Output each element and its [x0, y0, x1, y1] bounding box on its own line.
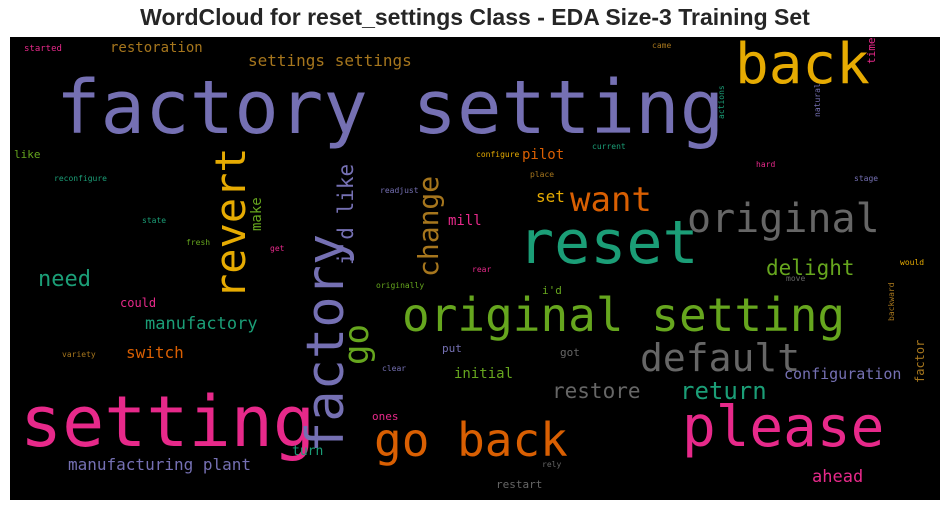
- word-mill: mill: [448, 214, 482, 228]
- word-id: i'd: [542, 285, 562, 296]
- word-configuration: configuration: [784, 367, 901, 382]
- word-actions: actions: [718, 85, 726, 119]
- word-restoration: restoration: [110, 41, 203, 55]
- word-initial: initial: [454, 367, 513, 381]
- chart-title: WordCloud for reset_settings Class - EDA…: [0, 4, 950, 31]
- word-manufacturing-plant: manufacturing plant: [68, 457, 251, 473]
- word-time: time: [866, 38, 877, 65]
- word-factory-setting: factory setting: [56, 71, 724, 145]
- word-id-like: i'd like: [336, 164, 357, 265]
- word-stage: stage: [854, 175, 878, 183]
- word-natural: natural: [814, 83, 822, 117]
- word-return: return: [680, 379, 767, 403]
- word-could: could: [120, 297, 156, 309]
- word-back: back: [735, 37, 870, 93]
- word-turn: turn: [292, 445, 323, 458]
- word-change: change: [415, 176, 443, 277]
- word-ahead: ahead: [812, 469, 863, 486]
- wordcloud-canvas: factory setting setting reset original s…: [10, 37, 940, 500]
- word-configure: configure: [476, 151, 519, 159]
- word-fresh: fresh: [186, 239, 210, 247]
- word-go: go: [340, 324, 374, 365]
- word-manufactory: manufactory: [145, 316, 258, 333]
- word-current: current: [592, 143, 626, 151]
- word-put: put: [442, 343, 462, 354]
- word-revert: revert: [210, 147, 252, 299]
- word-reconfigure: reconfigure: [54, 175, 107, 183]
- word-factor: factor: [914, 340, 926, 383]
- word-rear: rear: [472, 266, 491, 274]
- word-readjust: readjust: [380, 187, 419, 195]
- word-default: default: [640, 339, 800, 377]
- word-want: want: [570, 183, 652, 217]
- word-please: please: [682, 400, 884, 456]
- word-would: would: [900, 259, 924, 267]
- word-backward: backward: [888, 282, 896, 321]
- word-variety: variety: [62, 351, 96, 359]
- word-original: original: [687, 199, 880, 239]
- word-reset: reset: [518, 213, 699, 273]
- word-switch: switch: [126, 345, 184, 361]
- word-ones: ones: [372, 411, 399, 422]
- word-got: got: [560, 347, 580, 358]
- word-started: started: [24, 45, 62, 54]
- word-get: get: [270, 245, 284, 253]
- word-move: move: [786, 275, 805, 283]
- word-restart: restart: [496, 479, 542, 490]
- word-original-setting: original setting: [402, 292, 845, 338]
- word-delight: delight: [766, 258, 855, 279]
- word-state: state: [142, 217, 166, 225]
- word-setting: setting: [20, 387, 315, 457]
- word-like: like: [14, 149, 41, 160]
- word-came: came: [652, 42, 671, 50]
- word-need: need: [38, 269, 91, 291]
- word-pilot: pilot: [522, 148, 564, 162]
- word-hard: hard: [756, 161, 775, 169]
- word-clear: clear: [382, 365, 406, 373]
- word-rely: rely: [542, 461, 561, 469]
- word-make: make: [250, 197, 264, 231]
- word-originally: originally: [376, 282, 424, 290]
- word-settings-settings: settings settings: [248, 53, 412, 69]
- word-set: set: [536, 189, 565, 205]
- word-go-back: go back: [374, 417, 568, 463]
- word-place: place: [530, 171, 554, 179]
- word-restore: restore: [552, 381, 641, 402]
